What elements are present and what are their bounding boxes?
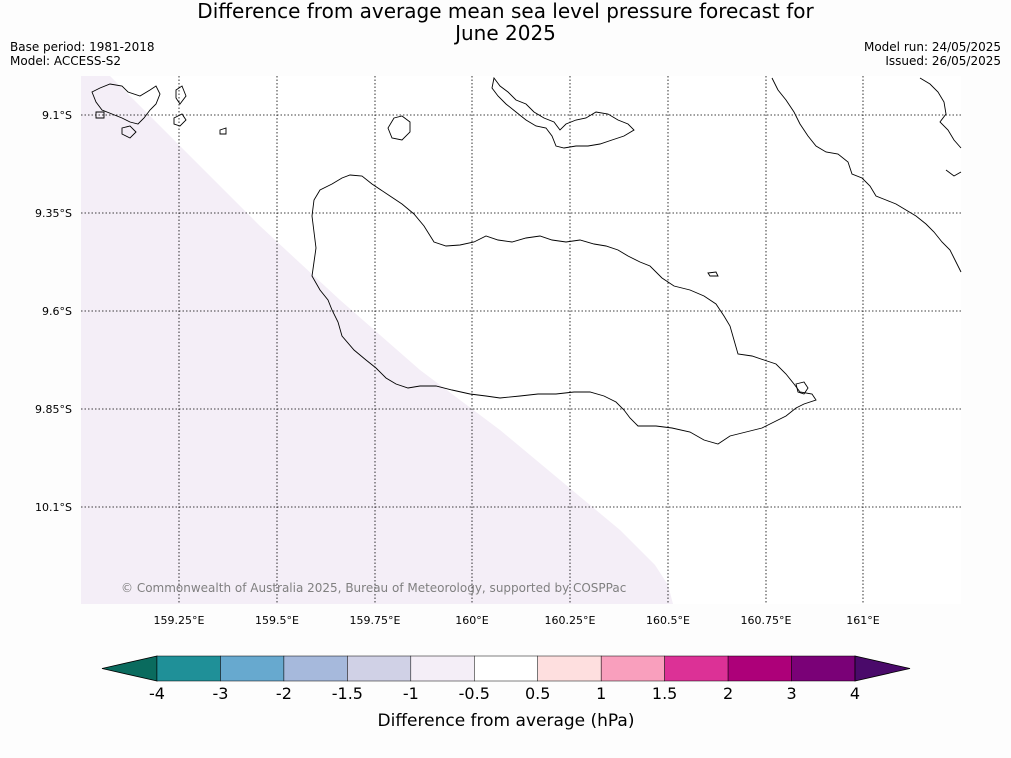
malaita-coastline [945, 169, 962, 177]
colorbar-bin [474, 655, 538, 682]
coastlines [91, 76, 962, 445]
lat-label: 10.1°S [35, 501, 72, 514]
base-period: Base period: 1981-2018 [10, 40, 155, 54]
guadalcanal-coastline [311, 174, 817, 445]
colorbar-tick-label: 0.5 [525, 684, 550, 703]
lon-label: 160.75°E [741, 614, 792, 627]
colorbar-tick-label: -3 [212, 684, 228, 703]
lon-label: 160.5°E [646, 614, 690, 627]
model-name: Model: ACCESS-S2 [10, 54, 122, 68]
colorbar-bin [156, 655, 221, 682]
colorbar-tick-label: -2 [276, 684, 292, 703]
colorbar-bin [537, 655, 602, 682]
colorbar-bin [283, 655, 348, 682]
lat-labels: 9.1°S 9.35°S 9.6°S 9.85°S 10.1°S [35, 109, 72, 514]
lat-label: 9.85°S [35, 403, 72, 416]
lon-label: 161°E [846, 614, 879, 627]
colorbar-tick-label: -4 [149, 684, 165, 703]
colorbar-bin [664, 655, 729, 682]
lat-label: 9.6°S [42, 305, 72, 318]
colorbar-tick-label: 1 [596, 684, 606, 703]
russell-islet-coastline [173, 113, 187, 127]
colorbar-bin [347, 655, 412, 682]
colorbar-tick-label: -1 [403, 684, 419, 703]
lat-label: 9.35°S [35, 207, 72, 220]
colorbar-bin [600, 655, 665, 682]
colorbar-tick-label: 4 [850, 684, 860, 703]
shaded-region [81, 76, 673, 604]
title-line-2: June 2025 [455, 21, 556, 45]
marau-islet-coastline [795, 381, 809, 395]
gridlines [81, 76, 961, 604]
colorbar-title: Difference from average (hPa) [378, 711, 635, 731]
lon-label: 159.5°E [255, 614, 299, 627]
lon-label: 159.75°E [350, 614, 401, 627]
malaita-coastline [771, 77, 962, 273]
russell-islands-coastline [91, 83, 161, 125]
malaita-coastline [919, 77, 962, 149]
lon-labels: 159.25°E 159.5°E 159.75°E 160°E 160.25°E… [154, 614, 880, 627]
colorbar-tick-label: 2 [723, 684, 733, 703]
map-title: Difference from average mean sea level p… [0, 0, 1011, 44]
savo-coastline [387, 115, 411, 141]
lat-label: 9.1°S [42, 109, 72, 122]
colorbar-tick-label: -0.5 [459, 684, 490, 703]
russell-islet-coastline [121, 125, 137, 139]
russell-islet-coastline [95, 111, 105, 119]
colorbar-tick-label: -1.5 [332, 684, 363, 703]
lon-label: 160°E [455, 614, 488, 627]
meta-left: Base period: 1981-2018 Model: ACCESS-S2 [10, 40, 155, 68]
title-line-1: Difference from average mean sea level p… [197, 0, 814, 23]
colorbar: -4 -3 -2 -1.5 -1 -0.5 0.5 1 1.5 2 3 4 [101, 655, 911, 703]
colorbar-tick-label: 1.5 [652, 684, 677, 703]
colorbar-bin [727, 655, 792, 682]
colorbar-bin [791, 655, 856, 682]
model-run: Model run: 24/05/2025 [863, 40, 1001, 54]
colorbar-under-triangle [101, 655, 158, 682]
florida-islands-coastline [491, 76, 635, 149]
meta-right: Model run: 24/05/2025 Issued: 26/05/2025 [864, 40, 1001, 68]
russell-islet-coastline [219, 127, 227, 135]
colorbar-bin [410, 655, 475, 682]
lon-label: 159.25°E [154, 614, 205, 627]
lon-label: 160.25°E [545, 614, 596, 627]
colorbar-over-triangle [854, 655, 911, 682]
issued-date: Issued: 26/05/2025 [885, 54, 1001, 68]
islet-coastline [707, 271, 719, 277]
colorbar-tick-label: 3 [786, 684, 796, 703]
colorbar-bin [220, 655, 285, 682]
copyright-text: © Commonwealth of Australia 2025, Bureau… [121, 581, 626, 595]
russell-islet-coastline [175, 85, 187, 105]
